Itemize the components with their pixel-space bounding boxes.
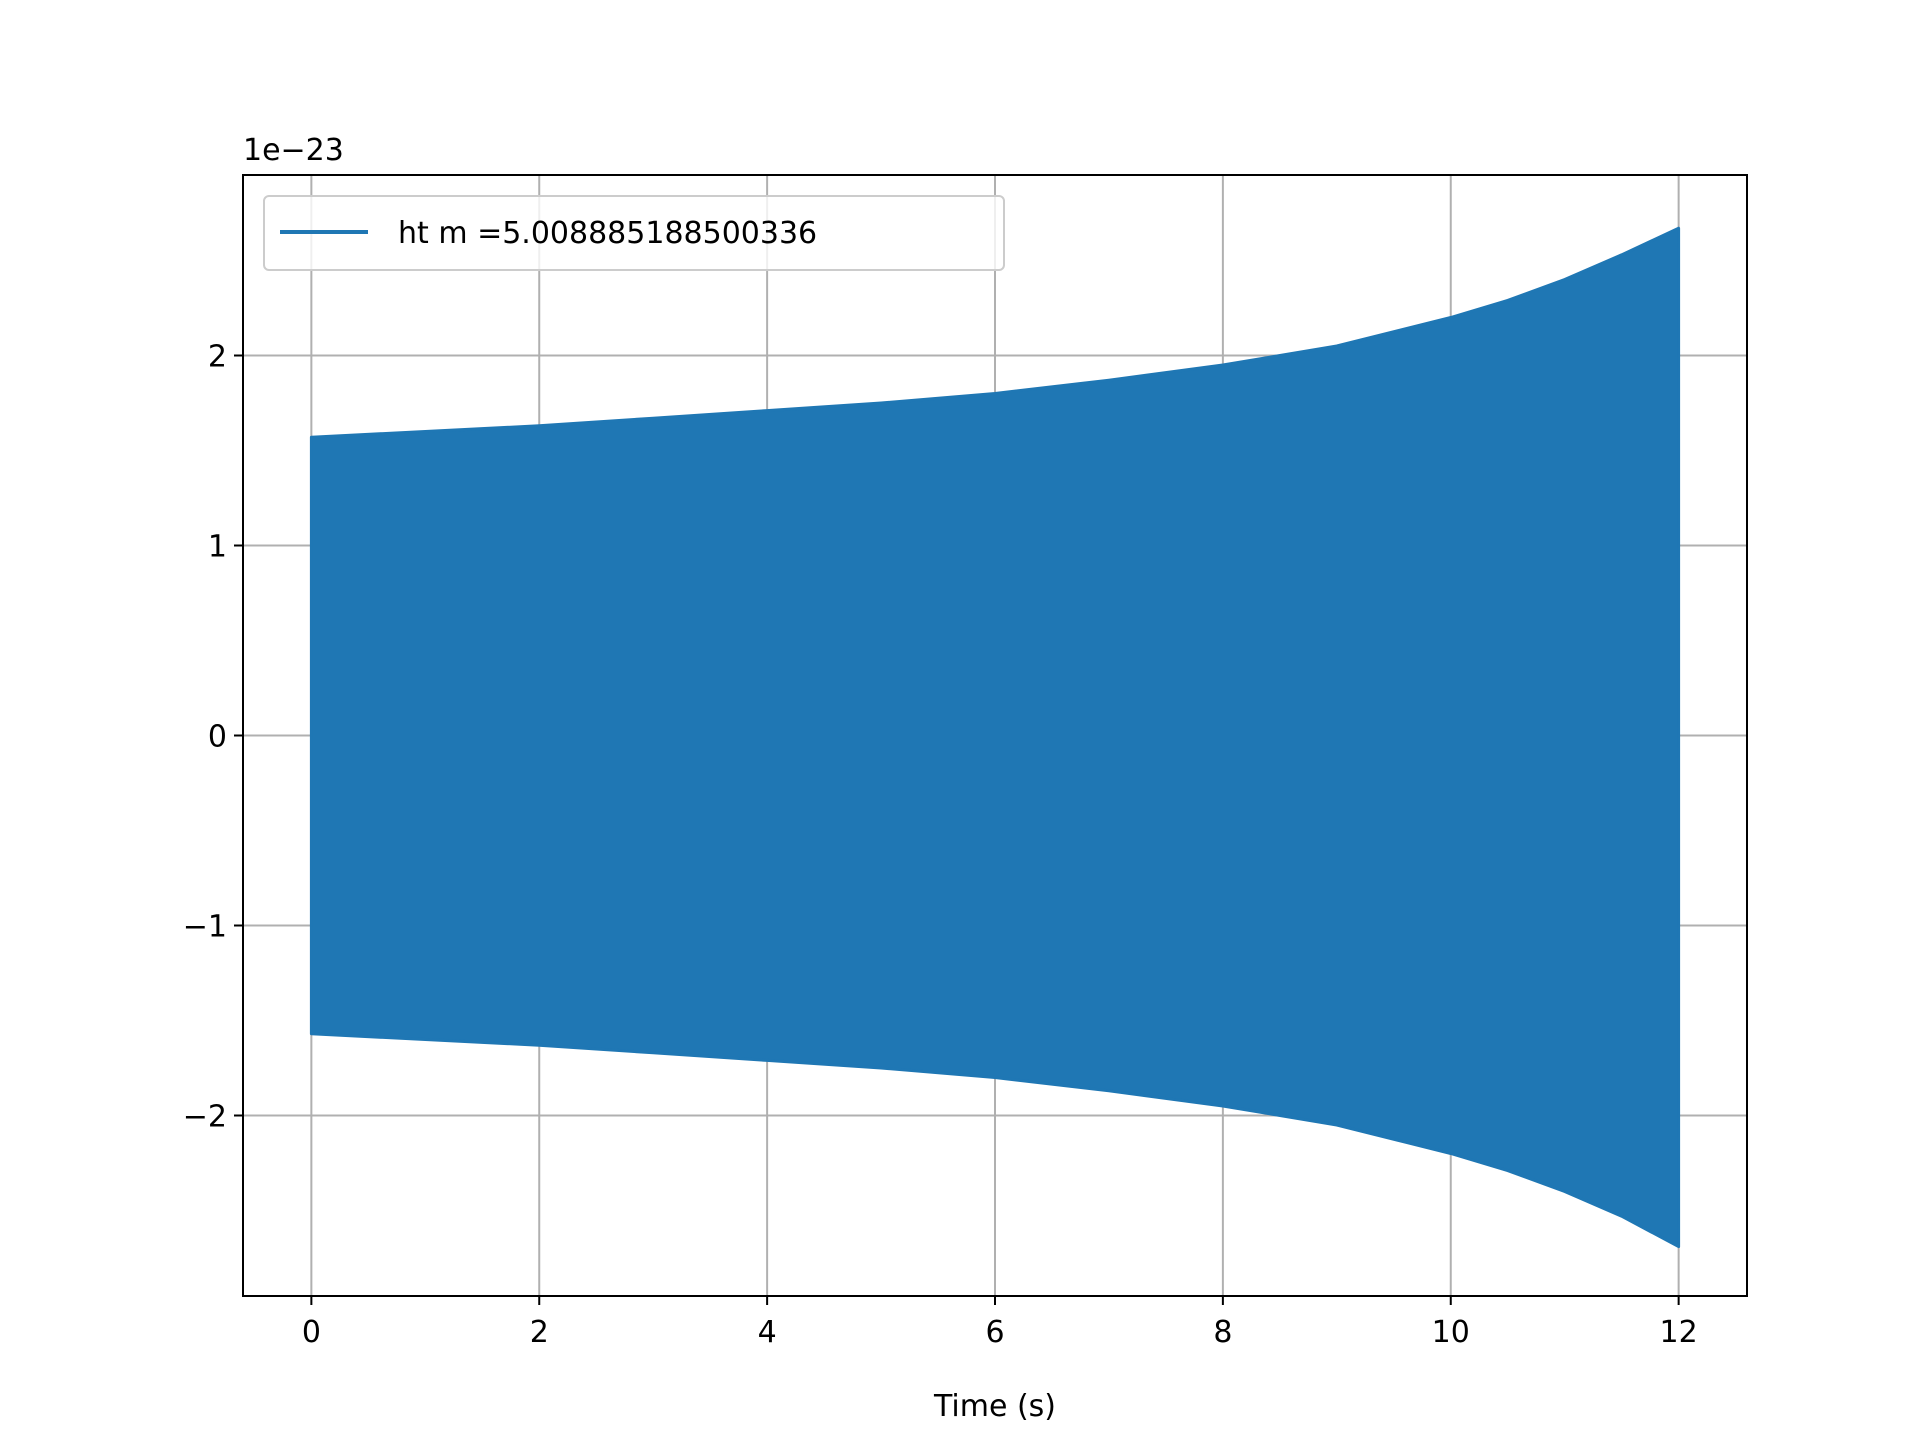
x-tick-label: 0 [302,1315,321,1350]
y-tick-label: 0 [208,720,227,755]
y-axis-ticks: −2 −1 0 1 2 [183,340,243,1135]
legend-box [263,195,1005,271]
y-tick-label: −2 [183,1100,227,1135]
y-tick-label: 2 [208,340,227,375]
legend-label: ht m =5.008885188500336 [398,216,817,251]
legend: ht m =5.008885188500336 [263,195,1005,271]
series-waveform-envelope [309,226,1681,1249]
x-tick-label: 4 [758,1315,777,1350]
y-tick-label: 1 [208,530,227,565]
y-tick-label: −1 [183,910,227,945]
x-tick-label: 12 [1660,1315,1698,1350]
plot-series [309,226,1681,1249]
x-axis-ticks: 0 2 4 6 8 10 12 [302,1296,1698,1350]
x-tick-label: 8 [1213,1315,1232,1350]
x-axis-label: Time (s) [933,1389,1056,1424]
x-tick-label: 10 [1432,1315,1470,1350]
x-tick-label: 2 [530,1315,549,1350]
x-tick-label: 6 [985,1315,1004,1350]
y-axis-offset-label: 1e−23 [243,133,344,168]
